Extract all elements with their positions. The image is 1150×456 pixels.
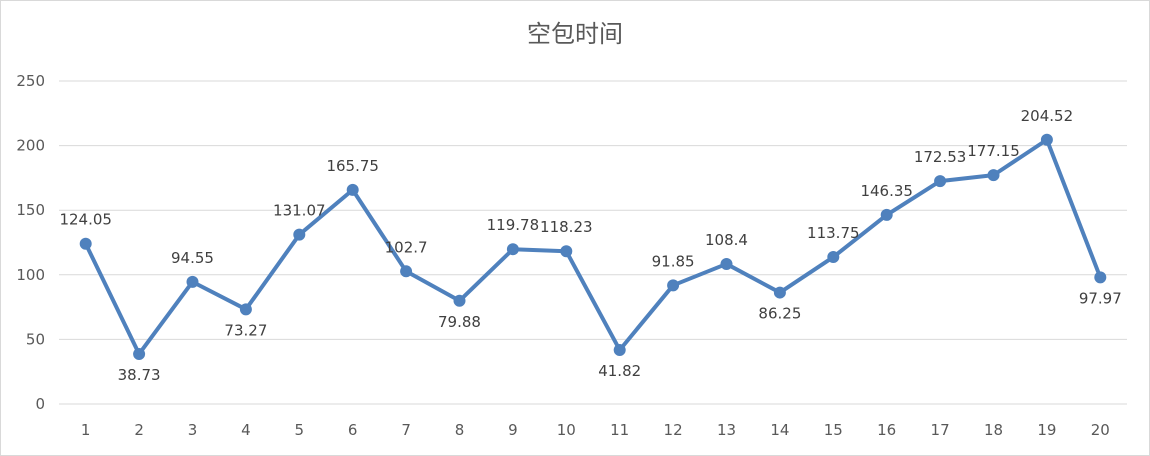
data-point [186,275,199,288]
x-tick-label: 2 [134,421,144,439]
x-tick-label: 16 [877,421,896,439]
y-tick-label: 150 [16,201,45,219]
series-line [83,137,1103,356]
data-label: 38.73 [118,366,161,384]
y-tick-label: 250 [16,72,45,90]
data-point [1040,133,1053,146]
x-tick-label: 1 [81,421,91,439]
data-label: 118.23 [540,218,593,236]
data-point [1094,271,1107,284]
x-tick-label: 7 [401,421,411,439]
data-point [880,208,893,221]
data-label: 86.25 [758,305,801,323]
data-label: 91.85 [652,252,695,270]
x-tick-label: 3 [188,421,198,439]
data-label: 73.27 [224,321,267,339]
data-label: 79.88 [438,313,481,331]
data-point [293,228,306,241]
data-point [827,251,840,264]
x-tick-label: 17 [931,421,950,439]
x-tick-label: 10 [557,421,576,439]
data-label: 108.4 [705,231,748,249]
y-tick-label: 0 [35,395,45,413]
data-point [400,265,413,278]
x-tick-label: 12 [664,421,683,439]
x-tick-label: 9 [508,421,518,439]
data-point [133,347,146,360]
data-label: 172.53 [914,148,967,166]
data-label: 102.7 [385,238,428,256]
data-point [934,175,947,188]
chart-title: 空包时间 [527,20,623,48]
x-tick-label: 14 [770,421,789,439]
data-point [560,245,573,258]
data-label: 97.97 [1079,289,1122,307]
data-point [720,257,733,270]
x-tick-label: 15 [824,421,843,439]
data-label: 119.78 [487,216,540,234]
data-point [453,294,466,307]
x-tick-label: 20 [1091,421,1110,439]
x-tick-label: 19 [1037,421,1056,439]
data-label: 94.55 [171,249,214,267]
y-tick-label: 200 [16,137,45,155]
data-label: 124.05 [59,211,112,229]
x-tick-label: 13 [717,421,736,439]
data-point [773,286,786,299]
data-label: 204.52 [1021,107,1074,125]
y-tick-label: 50 [26,330,45,348]
data-point [239,303,252,316]
x-tick-label: 8 [455,421,465,439]
y-tick-label: 100 [16,266,45,284]
data-label: 165.75 [326,157,379,175]
data-label: 131.07 [273,202,326,220]
data-point [79,237,92,250]
data-label: 41.82 [598,362,641,380]
data-point [667,279,680,292]
data-point [613,343,626,356]
x-axis: 1 2 3 4 5 6 7 8 9 10 11 12 13 14 15 16 17 18 19 20 [81,421,1110,439]
y-axis: 0 50 100 150 200 250 [16,72,45,413]
data-points [79,133,1107,360]
x-tick-label: 11 [610,421,629,439]
data-label: 113.75 [807,224,860,242]
data-labels: 124.05 38.73 94.55 73.27 131.07 165.75 102.7 79… [59,107,1121,384]
data-label: 177.15 [967,142,1020,160]
data-point [506,243,519,256]
data-point [987,169,1000,182]
data-label: 146.35 [860,182,913,200]
x-tick-label: 18 [984,421,1003,439]
x-tick-label: 4 [241,421,251,439]
data-point [346,183,359,196]
gridlines [59,80,1127,405]
x-tick-label: 5 [295,421,305,439]
x-tick-label: 6 [348,421,358,439]
